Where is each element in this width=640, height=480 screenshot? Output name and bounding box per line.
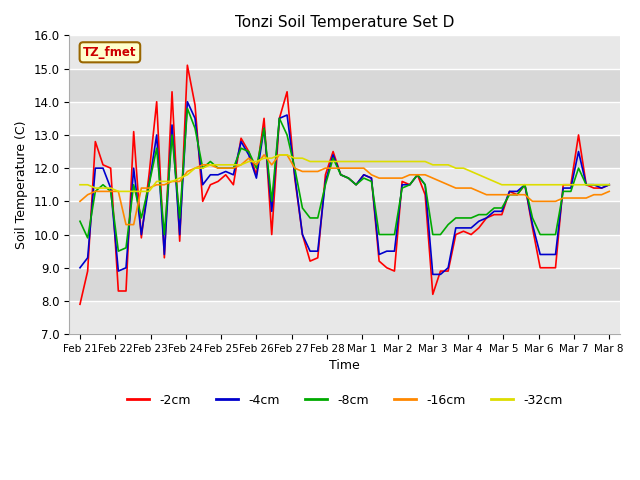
X-axis label: Time: Time bbox=[329, 360, 360, 372]
Bar bbox=[69, 235, 620, 268]
Bar bbox=[69, 135, 620, 168]
Bar bbox=[69, 36, 620, 69]
Bar bbox=[69, 69, 620, 102]
Bar bbox=[69, 102, 620, 135]
Text: TZ_fmet: TZ_fmet bbox=[83, 46, 137, 59]
Title: Tonzi Soil Temperature Set D: Tonzi Soil Temperature Set D bbox=[235, 15, 454, 30]
Bar bbox=[69, 201, 620, 235]
Y-axis label: Soil Temperature (C): Soil Temperature (C) bbox=[15, 120, 28, 249]
Legend: -2cm, -4cm, -8cm, -16cm, -32cm: -2cm, -4cm, -8cm, -16cm, -32cm bbox=[122, 389, 568, 411]
Bar bbox=[69, 301, 620, 334]
Bar bbox=[69, 168, 620, 201]
Bar bbox=[69, 268, 620, 301]
